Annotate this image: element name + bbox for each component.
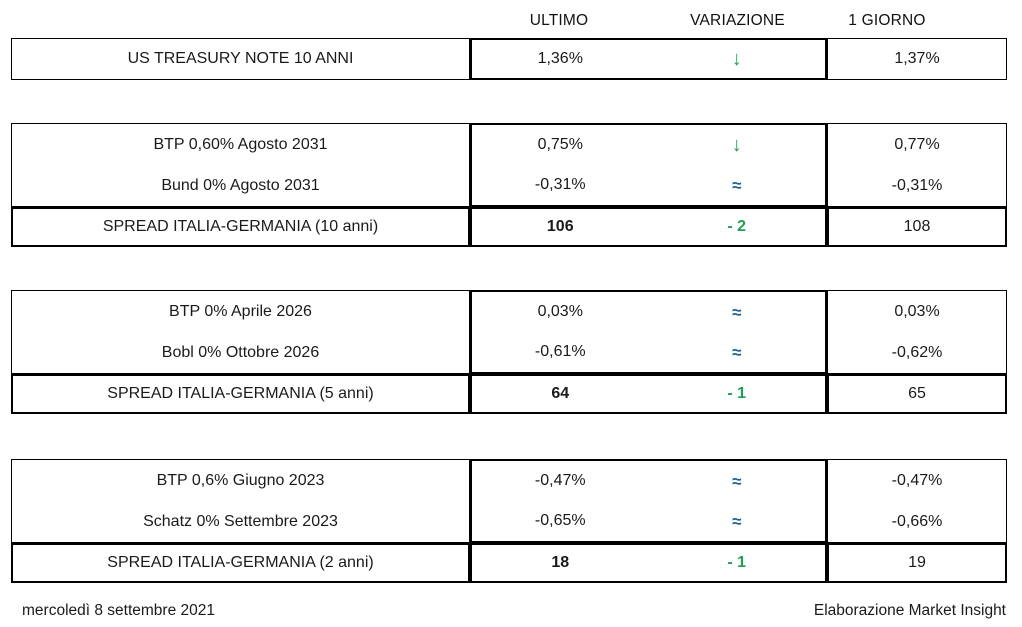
column-header-1-giorno: 1 GIORNO [848,12,926,29]
bond-ultimo-value: -0,47% [534,472,586,489]
treasury-values-box: 1,36% ↓ [470,38,827,80]
approx-equal-icon: ≈ [732,175,742,195]
spread-label-box: SPREAD ITALIA-GERMANIA (10 anni) [11,207,470,247]
approx-equal-icon: ≈ [732,342,742,362]
bond-giorno-box: 0,03% -0,62% [827,290,1007,374]
bond-giorno-box: 0,77% -0,31% [827,123,1007,207]
bond-label: BTP 0,6% Giugno 2023 [156,471,325,489]
spread-giorno-value: 19 [908,554,926,571]
bond-ultimo-value: -0,31% [534,176,586,193]
bond-block-2y: BTP 0,6% Giugno 2023 Schatz 0% Settembre… [0,459,1022,543]
spread-ultimo-value: 106 [546,218,574,235]
bond-values-box: 0,03% ≈ -0,61% ≈ [470,290,827,374]
bond-ultimo-value: -0,65% [534,512,586,529]
treasury-ultimo-value: 1,36% [537,50,583,67]
spread-change-value: - 1 [727,385,747,402]
bond-label: Bund 0% Agosto 2031 [161,176,320,194]
spread-row-2y: SPREAD ITALIA-GERMANIA (2 anni) 18 - 1 1… [0,543,1022,583]
spread-change-value: - 1 [727,554,747,571]
footer-source: Elaborazione Market Insight [813,602,1006,619]
column-header-variazione: VARIAZIONE [690,12,785,29]
bond-values-box: -0,47% ≈ -0,65% ≈ [470,459,827,543]
down-arrow-icon: ↓ [731,134,742,156]
bond-giorno-value: 0,77% [894,135,940,153]
spread-values-box: 64 - 1 [470,374,827,414]
treasury-giorno-box: 1,37% [827,38,1007,80]
spread-label-box: SPREAD ITALIA-GERMANIA (2 anni) [11,543,470,583]
bond-ultimo-value: -0,61% [534,343,586,360]
bond-giorno-value: 0,03% [894,302,940,320]
bond-labels-box: BTP 0% Aprile 2026 Bobl 0% Ottobre 2026 [11,290,470,374]
bond-label: BTP 0% Aprile 2026 [169,302,312,320]
spread-giorno-value: 108 [903,218,931,235]
column-header-ultimo: ULTIMO [529,12,589,29]
bond-block-5y: BTP 0% Aprile 2026 Bobl 0% Ottobre 2026 … [0,290,1022,374]
bond-block-10y: BTP 0,60% Agosto 2031 Bund 0% Agosto 203… [0,123,1022,207]
spread-giorno-box: 65 [827,374,1007,414]
down-arrow-icon: ↓ [731,48,742,70]
bond-label: Bobl 0% Ottobre 2026 [161,343,320,361]
bond-giorno-value: -0,47% [891,471,943,489]
spread-ultimo-value: 18 [551,554,570,571]
spread-row-5y: SPREAD ITALIA-GERMANIA (5 anni) 64 - 1 6… [0,374,1022,414]
spread-giorno-box: 108 [827,207,1007,247]
bond-ultimo-value: 0,03% [537,303,583,320]
bond-giorno-value: -0,62% [891,343,943,361]
spread-change-value: - 2 [727,218,747,235]
bond-giorno-box: -0,47% -0,66% [827,459,1007,543]
approx-equal-icon: ≈ [732,511,742,531]
bond-labels-box: BTP 0,60% Agosto 2031 Bund 0% Agosto 203… [11,123,470,207]
spread-label: SPREAD ITALIA-GERMANIA (2 anni) [107,554,374,571]
bond-label: BTP 0,60% Agosto 2031 [153,135,328,153]
bond-labels-box: BTP 0,6% Giugno 2023 Schatz 0% Settembre… [11,459,470,543]
treasury-label-box: US TREASURY NOTE 10 ANNI [11,38,470,80]
bond-giorno-value: -0,31% [891,176,943,194]
treasury-giorno-value: 1,37% [894,50,940,67]
treasury-label: US TREASURY NOTE 10 ANNI [127,50,354,67]
spread-values-box: 18 - 1 [470,543,827,583]
approx-equal-icon: ≈ [732,471,742,491]
bond-giorno-value: -0,66% [891,512,943,530]
approx-equal-icon: ≈ [732,302,742,322]
spread-values-box: 106 - 2 [470,207,827,247]
spread-label: SPREAD ITALIA-GERMANIA (5 anni) [107,385,374,402]
footer-date: mercoledì 8 settembre 2021 [22,602,215,619]
treasury-row: US TREASURY NOTE 10 ANNI 1,36% ↓ 1,37% [0,38,1022,80]
spread-label-box: SPREAD ITALIA-GERMANIA (5 anni) [11,374,470,414]
bond-label: Schatz 0% Settembre 2023 [143,512,338,530]
spread-ultimo-value: 64 [551,385,570,402]
bond-values-box: 0,75% ↓ -0,31% ≈ [470,123,827,207]
bond-ultimo-value: 0,75% [537,136,583,153]
spread-label: SPREAD ITALIA-GERMANIA (10 anni) [102,218,379,235]
spread-giorno-box: 19 [827,543,1007,583]
spread-row-10y: SPREAD ITALIA-GERMANIA (10 anni) 106 - 2… [0,207,1022,247]
spread-giorno-value: 65 [908,385,926,402]
